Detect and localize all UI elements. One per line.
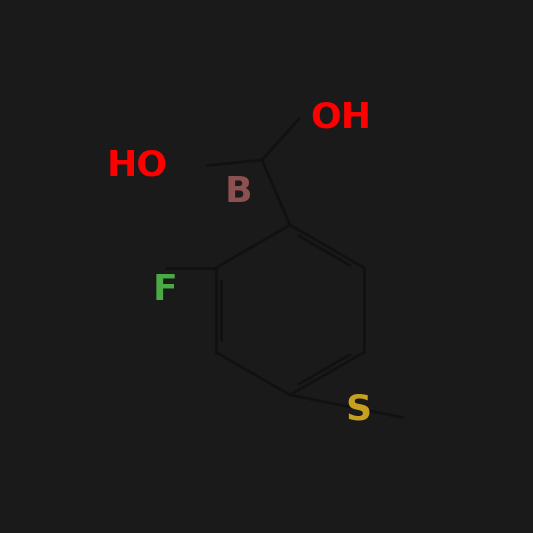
Text: S: S bbox=[345, 393, 371, 427]
Text: HO: HO bbox=[107, 148, 168, 182]
Text: B: B bbox=[224, 175, 252, 209]
Text: F: F bbox=[152, 273, 177, 307]
Text: OH: OH bbox=[310, 101, 371, 135]
